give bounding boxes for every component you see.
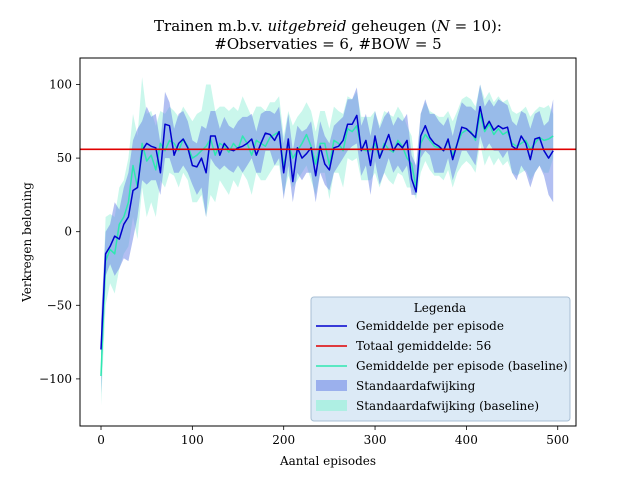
- x-axis-ticks: 0 100 200 300 400 500: [97, 426, 569, 447]
- chart-title: Trainen m.b.v. uitgebreid geheugen (N = …: [154, 17, 502, 53]
- series-lines: [80, 105, 576, 377]
- std-bands: [101, 77, 554, 406]
- legend: Legenda Gemiddelde per episode Totaal ge…: [310, 296, 571, 422]
- y-tick-label: 0: [64, 225, 72, 239]
- x-tick-label: 0: [97, 433, 105, 447]
- y-tick-label: 100: [49, 77, 72, 91]
- x-tick-label: 100: [181, 433, 204, 447]
- title-prefix: Trainen m.b.v.: [154, 17, 267, 35]
- y-tick-label: −50: [47, 298, 72, 312]
- legend-box: [310, 296, 571, 422]
- x-tick-label: 400: [455, 433, 478, 447]
- y-axis-label: Verkregen beloning: [20, 182, 34, 303]
- plot-area-frame: [79, 57, 577, 427]
- chart-title-line2: #Observaties = 6, #BOW = 5: [214, 35, 441, 53]
- title-italic: uitgebreid: [268, 17, 347, 35]
- legend-swatch-baseline-std: [316, 400, 347, 411]
- y-axis-ticks: −100 −50 0 50 100: [39, 77, 80, 386]
- legend-swatch-std: [316, 380, 347, 391]
- x-axis-label: Aantal episodes: [279, 454, 376, 468]
- legend-entry-mean: Gemiddelde per episode: [356, 319, 504, 333]
- y-tick-label: −100: [39, 372, 72, 386]
- legend-entry-baseline: Gemiddelde per episode (baseline): [356, 359, 568, 373]
- title-end: = 10):: [450, 17, 502, 35]
- std-band: [101, 84, 554, 394]
- x-tick-label: 500: [546, 433, 569, 447]
- series-line-baseline: [100, 113, 554, 377]
- x-tick-label: 200: [272, 433, 295, 447]
- title-var: N: [436, 17, 451, 35]
- chart-title-line1: Trainen m.b.v. uitgebreid geheugen (N = …: [154, 17, 502, 35]
- legend-title: Legenda: [414, 301, 466, 315]
- title-suffix: geheugen (: [347, 17, 437, 35]
- legend-entry-std: Standaardafwijking: [356, 379, 476, 393]
- legend-entry-baseline-std: Standaardafwijking (baseline): [356, 399, 539, 413]
- y-tick-label: 50: [57, 151, 72, 165]
- legend-entry-total-mean: Totaal gemiddelde: 56: [356, 339, 491, 353]
- x-tick-label: 300: [364, 433, 387, 447]
